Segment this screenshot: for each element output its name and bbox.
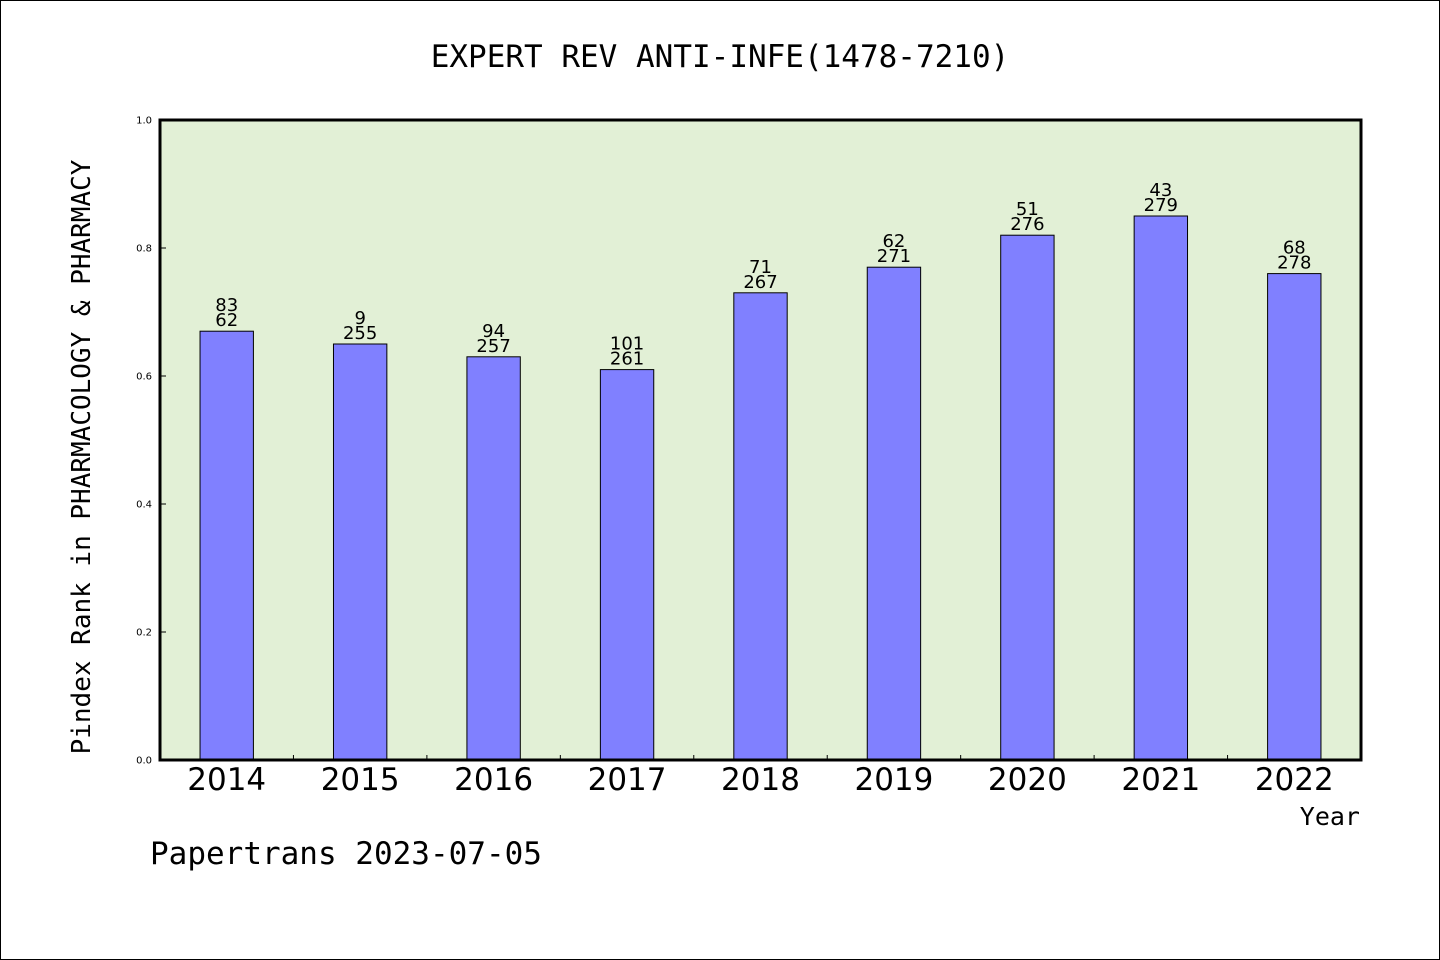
bar-2018 [733,292,788,761]
bar-rank-label-2019: 62 [882,231,905,252]
bar-2021 [1133,215,1189,761]
y-tick-label-0.6: 0.6 [136,372,152,383]
x-tick-label-2019: 2019 [854,762,933,798]
bar-rank-label-2018: 71 [749,257,772,278]
y-tick-label-0.4: 0.4 [136,500,152,511]
bar-2014 [199,330,254,761]
bar-total-label-2015: 255 [343,323,377,344]
bar-rank-label-2016: 94 [482,321,505,342]
x-tick-label-2021: 2021 [1121,762,1200,798]
bar-rank-label-2014: 83 [215,295,238,316]
bar-rank-label-2015: 9 [354,308,365,329]
bar-rank-label-2021: 43 [1149,180,1172,201]
x-tick-label-2022: 2022 [1255,762,1334,798]
bar-rank-label-2017: 101 [610,334,644,355]
x-tick-label-2017: 2017 [588,762,667,798]
plot-area: 8362201492552015942572016101261201771267… [136,116,1363,798]
bar-rank-label-2020: 51 [1016,199,1039,220]
bar-total-label-2021: 279 [1144,195,1178,216]
bar-2016 [466,356,521,761]
bar-2020 [1000,234,1055,761]
bar-total-label-2022: 278 [1277,253,1311,274]
bar-total-label-2018: 267 [743,272,777,293]
y-axis-label: Pindex Rank in PHARMACOLOGY & PHARMACY [67,159,97,754]
bar-2022 [1267,273,1322,761]
x-tick-label-2015: 2015 [321,762,400,798]
bar-total-label-2019: 271 [877,246,911,267]
x-axis-label: Year [1300,802,1360,831]
bar-total-label-2020: 276 [1010,214,1044,235]
plot-border [158,118,1363,762]
x-tick-label-2018: 2018 [721,762,800,798]
x-tick-label-2016: 2016 [454,762,533,798]
y-tick-label-0.0: 0.0 [136,756,152,767]
bar-total-label-2016: 257 [476,336,510,357]
chart-title: EXPERT REV ANTI-INFE(1478-7210) [431,39,1010,75]
bar-total-label-2017: 261 [610,349,644,370]
bar-2015 [332,343,388,761]
y-tick-label-0.8: 0.8 [136,244,152,255]
x-tick-label-2014: 2014 [187,762,266,798]
bar-total-label-2014: 62 [215,310,238,331]
bar-2019 [866,266,922,761]
x-tick-label-2020: 2020 [988,762,1067,798]
y-tick-label-0.2: 0.2 [136,628,152,639]
bar-2017 [599,369,655,761]
footer-timestamp: Papertrans 2023-07-05 [150,836,542,872]
y-tick-label-1.0: 1.0 [136,116,152,127]
bar-rank-label-2022: 68 [1283,238,1306,259]
